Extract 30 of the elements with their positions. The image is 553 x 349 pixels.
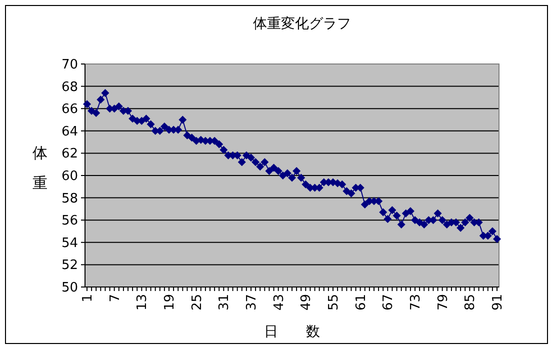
y-tick-label: 68 xyxy=(61,80,78,95)
y-tick-label: 50 xyxy=(61,280,78,296)
x-tick-label: 79 xyxy=(436,294,451,311)
chart-title: 体重変化グラフ xyxy=(253,16,351,32)
x-tick-label: 49 xyxy=(299,294,314,311)
y-tick-label: 54 xyxy=(61,236,78,251)
y-tick-label: 52 xyxy=(61,258,78,274)
y-tick-label: 58 xyxy=(61,191,78,206)
x-tick-label: 25 xyxy=(190,294,205,311)
x-tick-label: 43 xyxy=(272,294,287,311)
x-tick-label: 37 xyxy=(244,294,260,311)
x-tick-label: 61 xyxy=(354,294,369,311)
x-tick-label: 85 xyxy=(463,294,478,311)
y-tick-label: 66 xyxy=(61,102,78,118)
ylabel: 体重 xyxy=(32,144,48,192)
x-tick-label: 55 xyxy=(326,294,342,311)
y-tick-label: 64 xyxy=(61,124,78,140)
x-tick-label: 19 xyxy=(162,294,178,311)
x-axis-title: 日 数 xyxy=(264,324,320,340)
x-tick-label: 13 xyxy=(135,294,150,311)
y-tick-label: 60 xyxy=(61,169,78,184)
x-tick-label: 7 xyxy=(108,294,123,302)
x-tick-label: 73 xyxy=(408,294,424,311)
x-tick-label: 1 xyxy=(80,294,96,302)
y-tick-label: 62 xyxy=(61,146,78,162)
x-tick-label: 31 xyxy=(217,294,232,311)
x-tick-label: 67 xyxy=(381,294,396,311)
y-tick-label: 70 xyxy=(61,58,78,72)
y-tick-label: 56 xyxy=(61,214,78,229)
x-tick-label: 91 xyxy=(490,294,506,311)
